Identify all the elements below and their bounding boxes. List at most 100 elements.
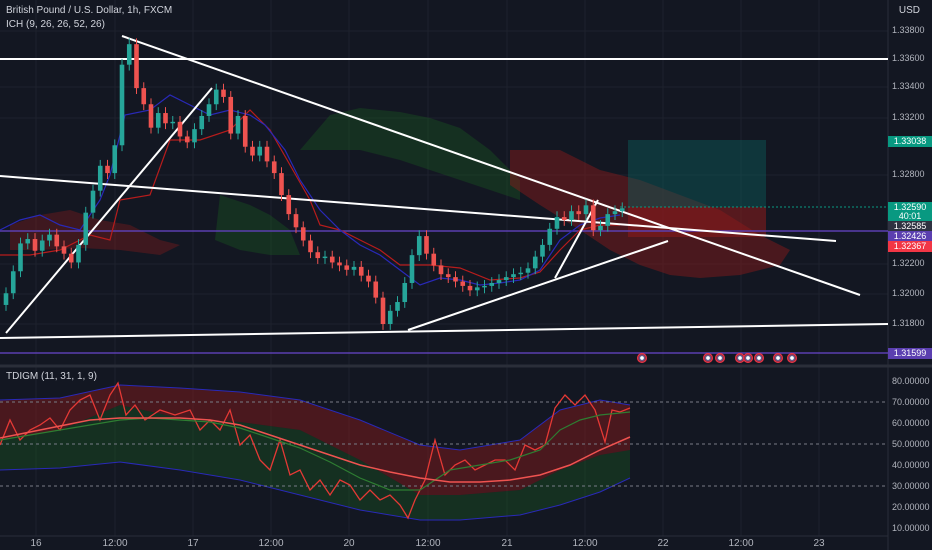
candle-body [192, 129, 197, 143]
candle-body [170, 121, 176, 124]
candle-body [250, 146, 255, 156]
price-axis-label: 1.32800 [892, 169, 925, 179]
candle-body [619, 208, 625, 212]
candle-body [221, 89, 226, 97]
time-axis-label: 12:00 [728, 538, 754, 549]
candle-body [358, 266, 364, 276]
candle-body [228, 96, 234, 134]
candle-body [438, 265, 444, 275]
candle-body [293, 214, 299, 228]
kumo-cloud-green-2 [215, 195, 300, 255]
tdi-legend[interactable]: TDIGM (11, 31, 1, 9) [6, 371, 97, 382]
candle-body [329, 256, 335, 263]
tdi-upper-band [0, 384, 631, 451]
candle-body [460, 281, 466, 286]
candle-body [235, 115, 241, 134]
chart-title[interactable]: British Pound / U.S. Dollar, 1h, FXCM [6, 5, 173, 16]
event-flag-icon[interactable] [637, 353, 647, 363]
candle-body [242, 115, 248, 147]
candle-body [126, 44, 132, 65]
time-axis-label: 23 [813, 538, 825, 549]
time-axis-label: 12:00 [415, 538, 441, 549]
candle-body [344, 265, 350, 270]
candle-body [3, 293, 9, 305]
candle-body [431, 253, 437, 266]
candle-body [141, 88, 147, 105]
candle-body [395, 302, 400, 311]
candle-body [271, 161, 277, 174]
candlestick-series [3, 38, 625, 330]
candle-body [54, 234, 60, 247]
candle-body [25, 239, 31, 244]
time-axis-label: 21 [501, 538, 513, 549]
candle-body [206, 104, 212, 116]
time-axis-label: 12:00 [572, 538, 598, 549]
candle-body [474, 287, 480, 291]
tdi-levels [0, 401, 888, 487]
price-axis-label: 1.32000 [892, 288, 925, 298]
candle-body [97, 165, 103, 191]
event-flag-icon[interactable] [743, 353, 753, 363]
candle-body [337, 262, 342, 266]
long-position-stop-zone[interactable] [628, 207, 766, 237]
candle-body [308, 240, 313, 253]
candle-body [105, 165, 110, 174]
candle-body [264, 146, 270, 162]
long-position-target-zone[interactable] [628, 140, 766, 207]
candle-body [561, 217, 567, 220]
candle-body [583, 205, 589, 215]
candle-body [177, 121, 183, 137]
candle-body [322, 256, 328, 259]
tdi-lower-band [0, 461, 631, 521]
price-axis-label: 1.33400 [892, 81, 925, 91]
candle-body [416, 236, 422, 256]
candle-body [445, 274, 451, 278]
candle-body [496, 280, 502, 283]
candle-body [525, 268, 531, 273]
event-flag-icon[interactable] [715, 353, 725, 363]
event-flag-icon[interactable] [773, 353, 783, 363]
price-tag-level: 1.32426 [888, 231, 932, 242]
event-flag-icon[interactable] [787, 353, 797, 363]
price-axis-label: 1.33200 [892, 112, 925, 122]
price-tag-countdown: 40:01 [888, 211, 932, 222]
event-flag-icon[interactable] [754, 353, 764, 363]
candle-body [199, 115, 205, 130]
candle-body [10, 271, 16, 294]
time-axis-label: 20 [343, 538, 355, 549]
event-flag-icon[interactable] [703, 353, 713, 363]
tdi-axis-label: 10.00000 [892, 523, 930, 533]
candle-body [134, 44, 139, 89]
candle-body [424, 236, 429, 254]
candle-body [409, 255, 415, 283]
candle-body [569, 211, 574, 220]
time-axis-label: 22 [657, 538, 669, 549]
tdi-market-base-line [0, 417, 631, 483]
candle-body [32, 239, 38, 251]
candle-body [612, 211, 618, 215]
candle-body [300, 227, 306, 241]
tdi-band-green [0, 405, 630, 520]
tdi-axis-label: 50.00000 [892, 439, 930, 449]
candle-body [119, 64, 125, 146]
candle-body [576, 211, 582, 215]
trendlines[interactable] [0, 35, 889, 339]
candle-body [540, 244, 545, 257]
candle-body [380, 297, 386, 324]
price-tag-entry: 1.32585 [888, 221, 932, 232]
time-axis-label: 17 [187, 538, 199, 549]
candle-body [518, 272, 524, 275]
candle-body [286, 195, 292, 215]
currency-label[interactable]: USD [898, 5, 920, 16]
candle-body [351, 266, 357, 270]
candle-body [83, 212, 89, 245]
price-axis-label: 1.32200 [892, 258, 925, 268]
candle-body [366, 275, 371, 282]
ichimoku-legend[interactable]: ICH (9, 26, 26, 52, 26) [6, 19, 105, 30]
candle-body [373, 281, 379, 298]
candle-body [503, 277, 509, 281]
candle-body [148, 104, 154, 128]
candle-body [532, 256, 538, 269]
price-axis-label: 1.31800 [892, 318, 925, 328]
